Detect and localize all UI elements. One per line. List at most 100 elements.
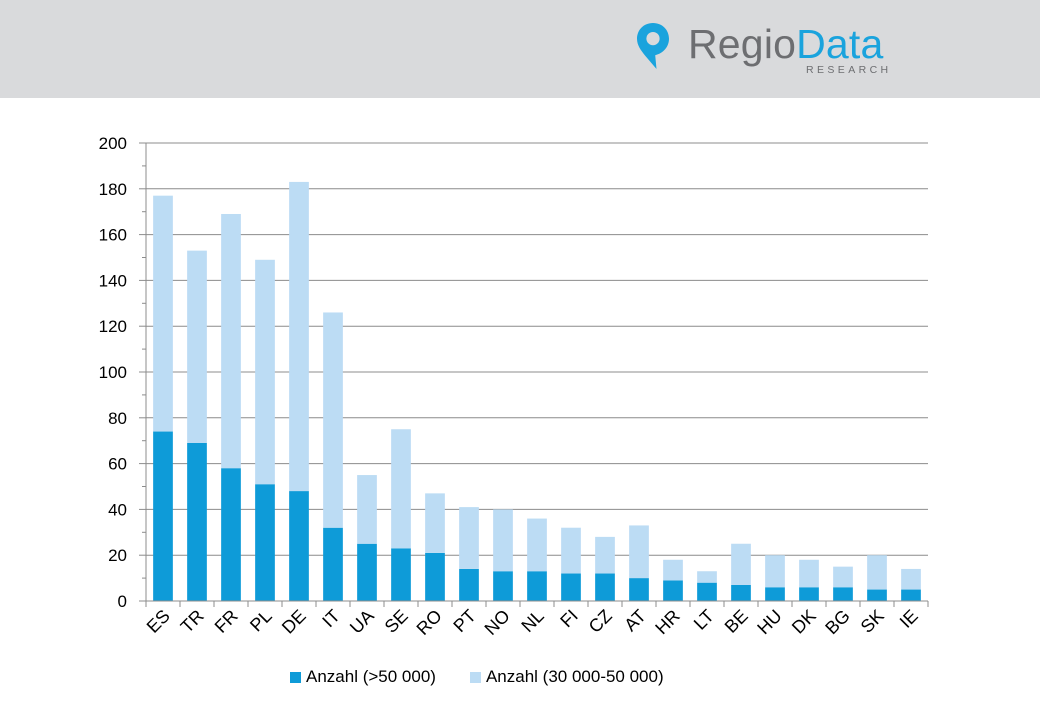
x-tick-label-AT: AT <box>620 606 649 635</box>
bar-SK-series-2 <box>867 555 887 590</box>
bar-DK-series-2 <box>799 559 819 588</box>
bar-HU-series-2 <box>765 555 785 588</box>
bar-UA-series-1 <box>357 543 377 601</box>
bar-NO-series-2 <box>493 509 513 572</box>
y-tick-label-180: 180 <box>99 180 127 199</box>
y-tick-label-80: 80 <box>108 409 127 428</box>
bar-FI-series-2 <box>561 527 581 574</box>
bar-FR-series-2 <box>221 213 241 469</box>
bar-BG-series-2 <box>833 566 853 588</box>
map-pin-shape <box>637 23 669 69</box>
x-tick-label-ES: ES <box>143 606 174 637</box>
x-tick-label-BG: BG <box>821 606 854 639</box>
bars <box>153 181 921 601</box>
x-tick-label-LT: LT <box>690 606 718 634</box>
map-pin-icon <box>637 23 669 69</box>
y-tick-label-140: 140 <box>99 271 127 290</box>
y-tick-label-120: 120 <box>99 317 127 336</box>
bar-PL-series-2 <box>255 259 275 485</box>
bar-IT-series-1 <box>323 527 343 601</box>
bar-HU-series-1 <box>765 587 785 601</box>
legend-item-large-cities: Anzahl (>50 000) <box>290 667 436 687</box>
y-tick-label-160: 160 <box>99 226 127 245</box>
x-tick-label-NO: NO <box>481 606 514 639</box>
x-tick-label-HU: HU <box>753 606 786 639</box>
bar-DE-series-1 <box>289 491 309 601</box>
bar-NL-series-1 <box>527 571 547 601</box>
legend-swatch-mid-cities <box>469 671 481 683</box>
axes <box>139 142 929 607</box>
y-tick-label-60: 60 <box>108 455 127 474</box>
bar-SE-series-2 <box>391 429 411 549</box>
x-tick-label-IE: IE <box>896 606 922 632</box>
legend-label-mid-cities: Anzahl (30 000-50 000) <box>485 667 664 686</box>
bar-AT-series-2 <box>629 525 649 579</box>
bar-CZ-series-1 <box>595 573 615 601</box>
bar-HR-series-2 <box>663 559 683 581</box>
bar-NL-series-2 <box>527 518 547 572</box>
bar-LT-series-2 <box>697 571 717 583</box>
x-tick-label-CZ: CZ <box>585 606 616 637</box>
x-tick-label-TR: TR <box>177 606 208 637</box>
bar-TR-series-2 <box>187 250 207 443</box>
bar-FI-series-1 <box>561 573 581 601</box>
logo-data-text: Data <box>796 21 884 67</box>
x-tick-label-SE: SE <box>381 606 412 637</box>
y-tick-label-100: 100 <box>99 363 127 382</box>
bar-TR-series-1 <box>187 442 207 601</box>
bar-DE-series-2 <box>289 181 309 492</box>
map-pin-hole <box>646 32 660 46</box>
x-tick-label-DE: DE <box>278 606 310 638</box>
y-tick-label-20: 20 <box>108 546 127 565</box>
x-tick-label-NL: NL <box>517 606 547 636</box>
bar-PL-series-1 <box>255 484 275 601</box>
bar-BE-series-1 <box>731 584 751 601</box>
legend-label-large-cities: Anzahl (>50 000) <box>306 667 436 686</box>
x-tick-label-HR: HR <box>651 606 684 639</box>
legend-swatch-large-cities <box>290 671 301 683</box>
chart-legend: Anzahl (>50 000) Anzahl (30 000-50 000) <box>290 666 698 688</box>
bar-ES-series-2 <box>153 195 173 432</box>
bar-PT-series-2 <box>459 507 479 569</box>
y-tick-label-40: 40 <box>108 500 127 519</box>
x-tick-label-UA: UA <box>346 606 378 638</box>
bar-NO-series-1 <box>493 571 513 601</box>
bar-BE-series-2 <box>731 543 751 585</box>
x-tick-label-PT: PT <box>449 606 479 636</box>
bar-FR-series-1 <box>221 468 241 601</box>
logo-regio-text: Regio <box>688 21 797 67</box>
x-tick-label-SK: SK <box>857 606 888 637</box>
x-tick-label-FI: FI <box>556 606 581 631</box>
bar-RO-series-2 <box>425 493 445 553</box>
bar-SE-series-1 <box>391 548 411 601</box>
bar-IE-series-2 <box>901 568 921 590</box>
bar-RO-series-1 <box>425 552 445 601</box>
y-tick-label-0: 0 <box>118 592 127 611</box>
bar-IT-series-2 <box>323 312 343 528</box>
bar-IE-series-1 <box>901 589 921 601</box>
bar-BG-series-1 <box>833 587 853 601</box>
logo-wordmark: RegioData <box>688 20 884 68</box>
x-tick-label-DK: DK <box>788 606 820 638</box>
x-tick-label-PL: PL <box>246 606 276 636</box>
bar-HR-series-1 <box>663 580 683 601</box>
bar-ES-series-1 <box>153 431 173 601</box>
bar-UA-series-2 <box>357 475 377 544</box>
regiodata-logo: RegioData RESEARCH <box>636 20 906 78</box>
bar-LT-series-1 <box>697 582 717 601</box>
x-tick-label-BE: BE <box>721 606 752 637</box>
logo-research-text: RESEARCH <box>806 64 892 76</box>
header-banner: RegioData RESEARCH <box>0 0 1040 98</box>
bar-DK-series-1 <box>799 587 819 601</box>
y-tick-label-200: 200 <box>99 134 127 153</box>
x-tick-label-FR: FR <box>211 606 242 637</box>
x-tick-label-IT: IT <box>318 606 343 631</box>
x-tick-label-RO: RO <box>413 606 446 639</box>
bar-CZ-series-2 <box>595 536 615 574</box>
bar-PT-series-1 <box>459 568 479 601</box>
bar-SK-series-1 <box>867 589 887 601</box>
legend-item-mid-cities: Anzahl (30 000-50 000) <box>469 667 664 687</box>
bar-AT-series-1 <box>629 578 649 601</box>
